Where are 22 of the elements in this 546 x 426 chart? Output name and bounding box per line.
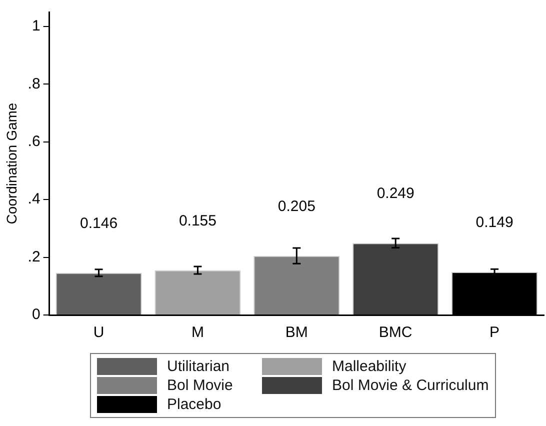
- x-tick-label: P: [490, 324, 500, 342]
- legend-label: Placebo: [167, 396, 222, 413]
- x-tick-label: BMC: [378, 324, 412, 342]
- data-label: 0.149: [476, 214, 514, 232]
- y-tick-label: .6: [28, 133, 40, 150]
- y-tick-label: .4: [28, 190, 40, 208]
- legend-label: Utilitarian: [167, 358, 230, 375]
- x-tick-label: BM: [285, 324, 308, 342]
- x-tick-label: M: [191, 324, 204, 342]
- data-label: 0.205: [278, 198, 316, 215]
- data-label: 0.249: [376, 185, 414, 202]
- data-label: 0.146: [80, 214, 118, 232]
- y-tick-label: 1: [32, 18, 40, 35]
- y-tick-label: .8: [28, 75, 40, 92]
- legend-label: Malleability: [332, 358, 406, 375]
- legend-label: Bol Movie: [167, 377, 233, 394]
- y-tick-label: 0: [32, 306, 40, 324]
- legend-label: Bol Movie & Curriculum: [332, 377, 489, 394]
- y-tick-label: .2: [28, 248, 40, 266]
- data-label: 0.155: [178, 212, 216, 230]
- x-tick-label: U: [93, 324, 104, 342]
- y-axis-title: Coordination Game: [3, 102, 20, 224]
